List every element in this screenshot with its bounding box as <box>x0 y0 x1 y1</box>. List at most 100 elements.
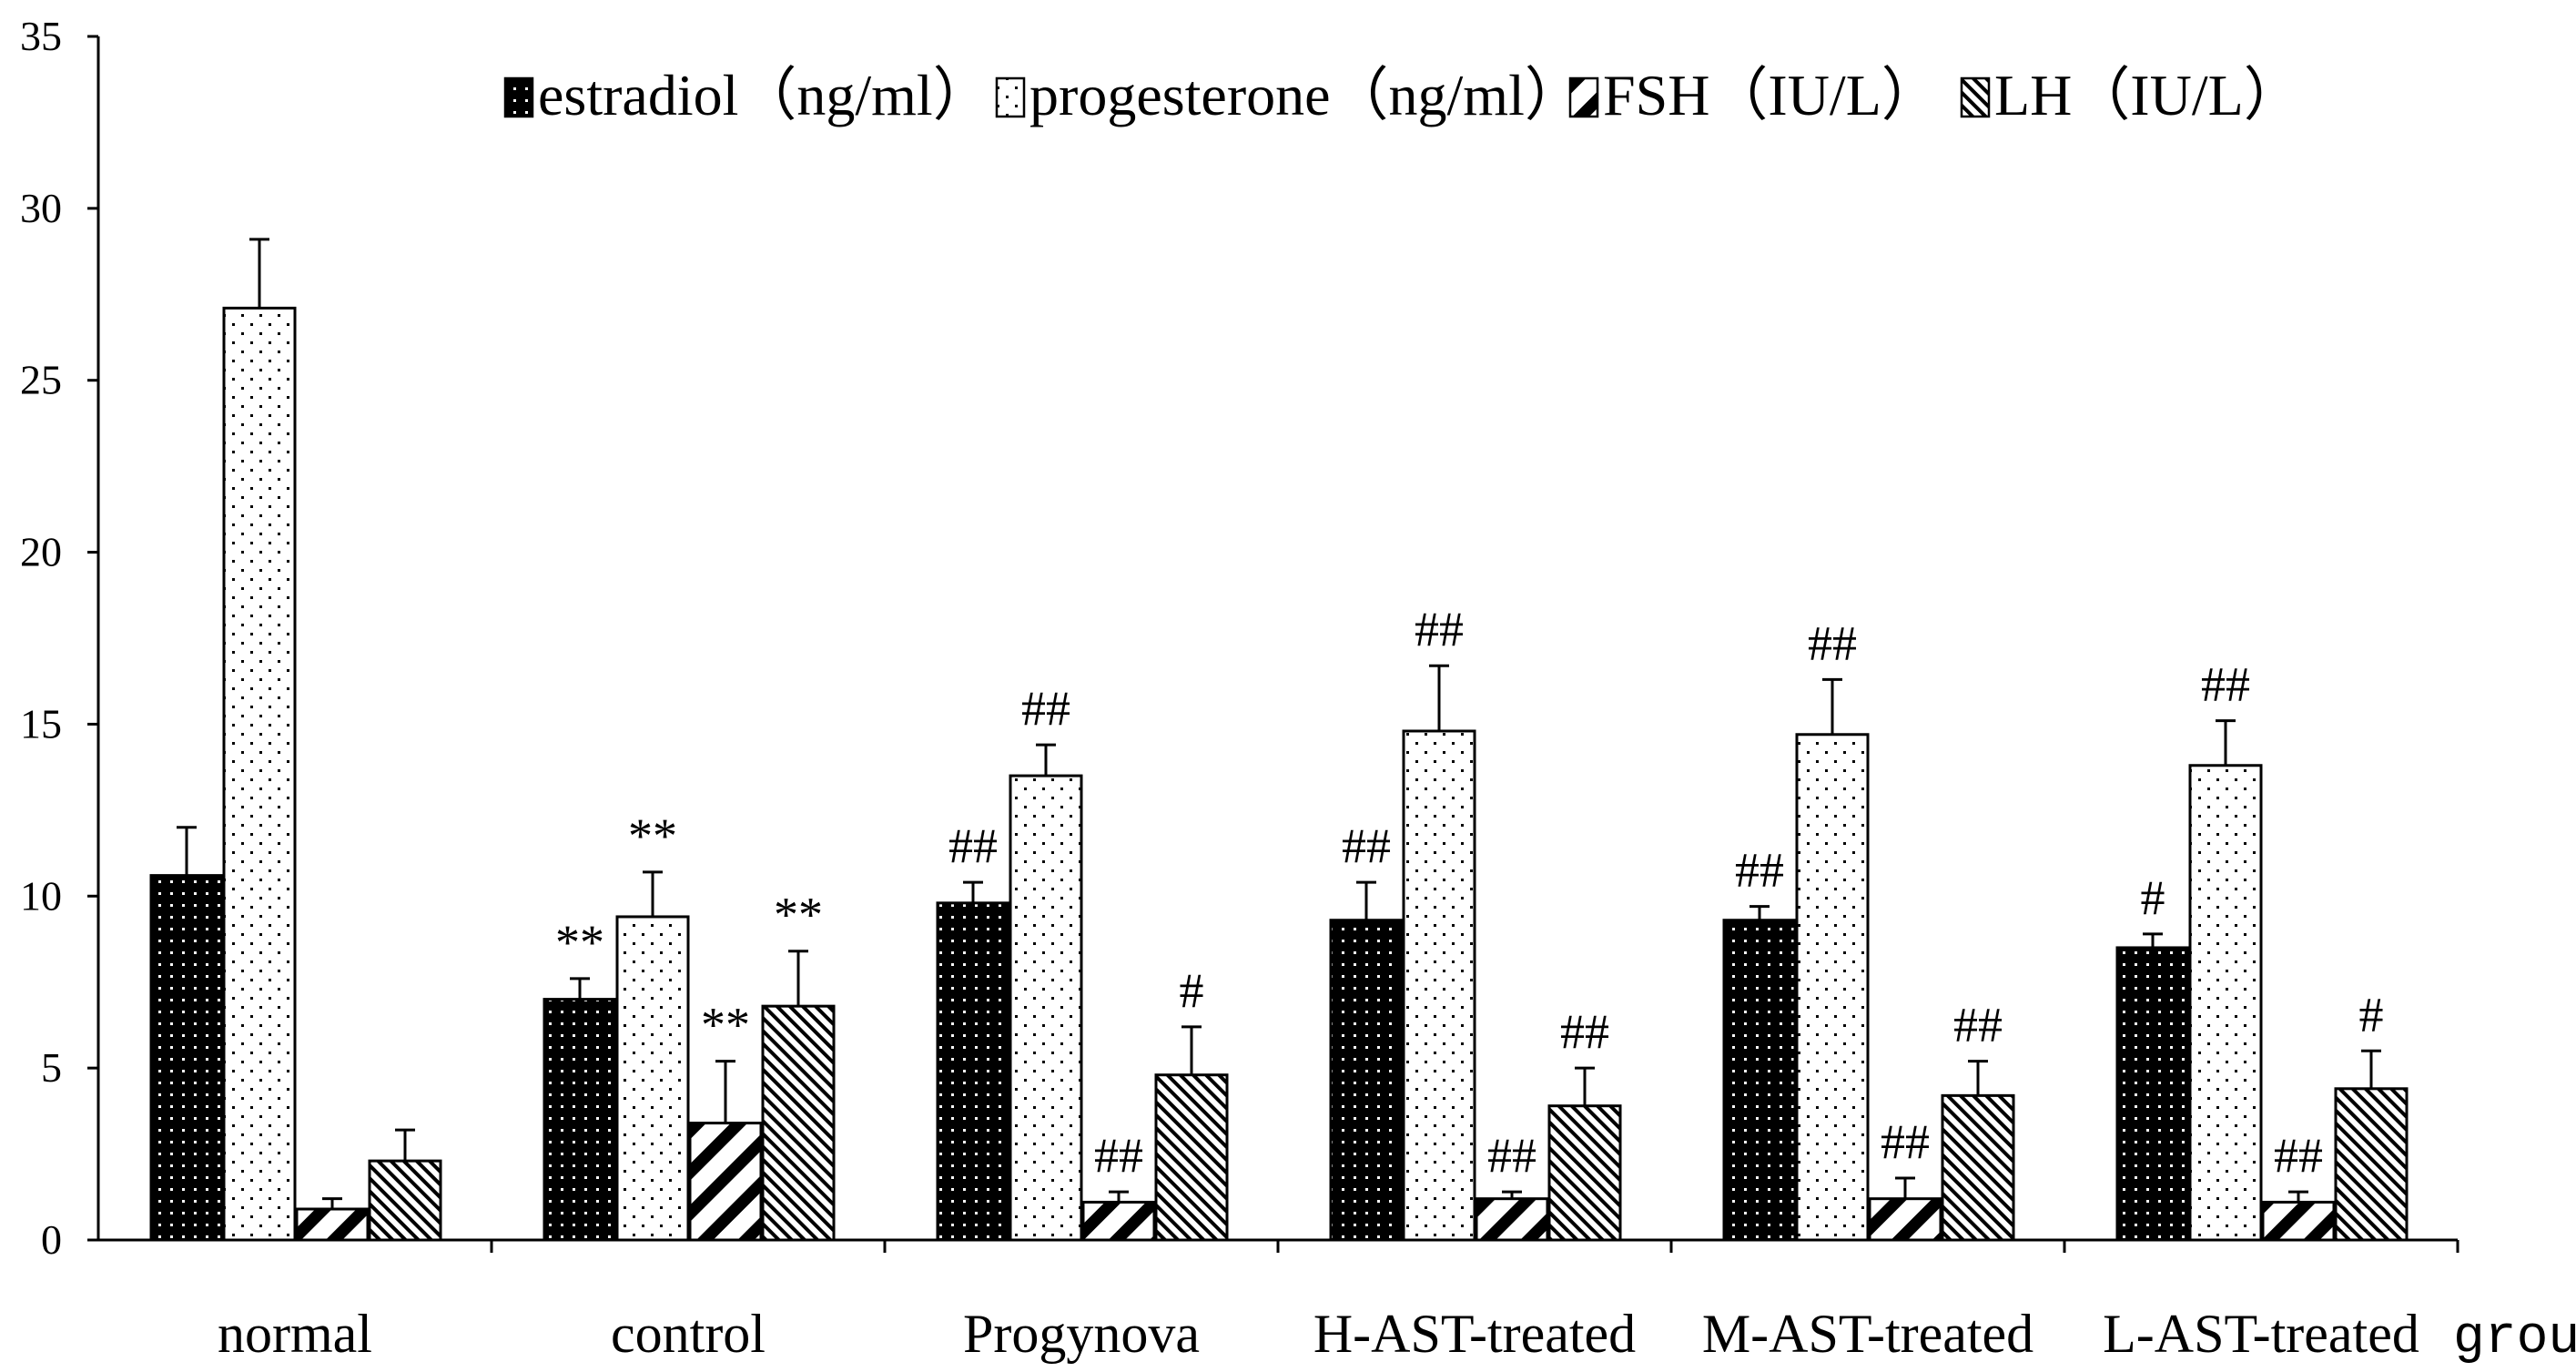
error-bar <box>2216 719 2236 766</box>
bar <box>1081 1200 1156 1242</box>
error-bar <box>963 880 983 903</box>
x-tick-label: control <box>611 1304 766 1364</box>
bar <box>295 1207 370 1242</box>
error-bar <box>788 950 808 1007</box>
error-bar <box>1895 1176 1915 1199</box>
bar <box>1402 729 1476 1242</box>
significance-label: ## <box>2201 657 2250 712</box>
x-tick-label: L-AST-treated <box>2103 1304 2419 1364</box>
error-bar <box>395 1128 415 1162</box>
bar <box>1475 1197 1549 1242</box>
significance-label: ## <box>948 818 998 873</box>
significance-label: ## <box>1021 681 1070 736</box>
significance-label: ## <box>1735 843 1784 898</box>
error-bar <box>570 977 590 1000</box>
bar <box>688 1122 763 1242</box>
bar <box>2334 1087 2409 1242</box>
legend: estradiol（ng/ml） progesterone（ng/ml） FSH（I… <box>503 63 2302 127</box>
bar <box>2188 764 2263 1242</box>
error-bar <box>1036 743 1056 777</box>
bar <box>1329 919 1404 1242</box>
significance-label: ## <box>2274 1128 2323 1183</box>
legend-item: LH（IU/L） <box>1960 63 2302 127</box>
y-tick-label: 35 <box>20 13 62 59</box>
error-bar <box>1182 1025 1202 1075</box>
bar <box>1868 1197 1942 1242</box>
error-bar <box>1502 1190 1522 1199</box>
legend-swatch <box>1960 76 1991 118</box>
error-bar <box>322 1197 342 1210</box>
legend-swatch <box>995 76 1026 118</box>
y-tick-label: 0 <box>41 1216 62 1263</box>
error-bar <box>1749 905 1770 920</box>
legend-item: progesterone（ng/ml） <box>995 63 1583 127</box>
bar <box>2261 1200 2336 1242</box>
error-bar <box>177 826 197 876</box>
error-bar <box>2143 932 2163 948</box>
error-bar <box>1429 664 1449 731</box>
x-axis-title: group <box>2453 1309 2576 1368</box>
significance-label: ** <box>774 888 823 942</box>
error-bar <box>2361 1049 2381 1089</box>
legend-swatch <box>1568 76 1599 118</box>
legend-item: FSH（IU/L） <box>1568 63 1940 127</box>
significance-label: # <box>2141 870 2165 925</box>
legend-label: estradiol（ng/ml） <box>538 63 991 127</box>
y-tick-label: 5 <box>41 1044 62 1091</box>
significance-label: ** <box>628 808 677 863</box>
y-tick-label: 30 <box>20 185 62 231</box>
bar <box>1941 1093 2015 1242</box>
error-bar <box>1822 677 1842 735</box>
significance-label: # <box>1180 963 1204 1018</box>
bar <box>222 306 297 1242</box>
bars <box>149 306 2409 1242</box>
legend-item: estradiol（ng/ml） <box>503 63 991 127</box>
significance-label: ## <box>1415 602 1464 656</box>
significance-label: ## <box>1342 818 1391 873</box>
significance-label: ## <box>1094 1128 1143 1183</box>
legend-label: FSH（IU/L） <box>1603 63 1940 127</box>
bar <box>1009 774 1083 1242</box>
significance-label: # <box>2359 987 2384 1042</box>
y-tick-label: 15 <box>20 700 62 747</box>
bar <box>368 1159 442 1242</box>
legend-label: progesterone（ng/ml） <box>1029 63 1583 127</box>
bar <box>2115 946 2190 1242</box>
bar <box>761 1004 836 1242</box>
bar <box>936 901 1010 1242</box>
bar <box>543 998 617 1242</box>
bar <box>1154 1073 1229 1242</box>
x-tick-label: Progynova <box>963 1304 1200 1364</box>
error-bar <box>1968 1060 1988 1096</box>
significance-label: ** <box>555 915 604 970</box>
significance-label: ## <box>1560 1004 1609 1059</box>
x-tick-label: normal <box>218 1304 372 1364</box>
significance-annotations: **## ## ###**#### ####**## ## ## ##**### ## # <box>555 602 2384 1183</box>
error-bars <box>177 238 2381 1210</box>
error-bar <box>715 1060 735 1123</box>
error-bar <box>1356 880 1376 920</box>
y-tick-label: 25 <box>20 357 62 403</box>
significance-label: ## <box>1881 1114 1930 1169</box>
axes: 0 5 10 15 20 25 30 35 normal control Progynova H-AS… <box>20 13 2459 1364</box>
error-bar <box>643 870 663 917</box>
significance-label: ** <box>701 998 750 1052</box>
bar <box>1795 733 1870 1242</box>
significance-label: ## <box>1953 998 2003 1052</box>
legend-label: LH（IU/L） <box>1994 63 2302 127</box>
error-bar <box>1575 1066 1595 1106</box>
x-tick-label: H-AST-treated <box>1313 1304 1636 1364</box>
significance-label: ## <box>1808 615 1857 670</box>
x-tick-label: M-AST-treated <box>1702 1304 2033 1364</box>
bar <box>1547 1104 1622 1242</box>
legend-swatch <box>503 76 534 118</box>
y-tick-label: 20 <box>20 529 62 575</box>
bar <box>149 874 224 1242</box>
y-tick-label: 10 <box>20 872 62 919</box>
bar <box>1722 919 1797 1242</box>
error-bar <box>1109 1190 1129 1203</box>
error-bar <box>249 238 269 309</box>
significance-label: ## <box>1487 1128 1536 1183</box>
error-bar <box>2288 1190 2308 1203</box>
